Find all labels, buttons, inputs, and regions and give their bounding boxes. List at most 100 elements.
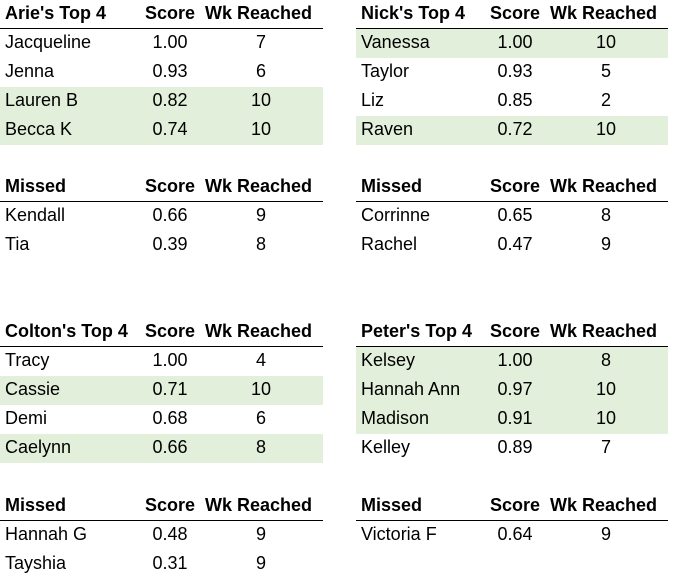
score-cell: 0.72 [497,119,532,139]
row-highlight [356,376,668,405]
header-cell: Wk Reached [550,495,657,515]
week-cell: 6 [256,408,266,428]
header-cell: Nick's Top 4 [361,3,465,23]
header-cell: Missed [361,495,422,515]
header-cell: Wk Reached [205,176,312,196]
header-cell: Score [145,495,195,515]
header-cell: Score [490,3,540,23]
name-cell: Liz [361,90,384,110]
header-cell: Wk Reached [205,321,312,341]
name-cell: Raven [361,119,413,139]
score-cell: 0.48 [152,524,187,544]
week-cell: 8 [256,437,266,457]
name-cell: Madison [361,408,429,428]
header-cell: Score [490,321,540,341]
row-highlight [356,405,668,434]
score-cell: 0.39 [152,234,187,254]
name-cell: Tia [5,234,30,254]
week-cell: 10 [596,408,616,428]
name-cell: Caelynn [5,437,71,457]
name-cell: Corrinne [361,205,430,225]
name-cell: Jacqueline [5,32,91,52]
score-cell: 0.74 [152,119,187,139]
score-cell: 0.85 [497,90,532,110]
week-cell: 7 [256,32,266,52]
header-cell: Missed [361,176,422,196]
name-cell: Victoria F [361,524,437,544]
score-cell: 0.89 [497,437,532,457]
name-cell: Kendall [5,205,65,225]
name-cell: Demi [5,408,47,428]
week-cell: 10 [251,90,271,110]
name-cell: Kelley [361,437,410,457]
name-cell: Hannah Ann [361,379,460,399]
week-cell: 2 [601,90,611,110]
week-cell: 8 [601,205,611,225]
header-cell: Score [145,3,195,23]
week-cell: 9 [256,524,266,544]
score-cell: 0.65 [497,205,532,225]
row-highlight [356,347,668,376]
name-cell: Vanessa [361,32,431,52]
week-cell: 10 [596,379,616,399]
header-cell: Score [490,495,540,515]
score-cell: 0.66 [152,205,187,225]
week-cell: 4 [256,350,266,370]
header-cell: Wk Reached [550,176,657,196]
week-cell: 10 [596,119,616,139]
header-cell: Score [145,321,195,341]
week-cell: 5 [601,61,611,81]
score-cell: 0.93 [497,61,532,81]
header-cell: Score [145,176,195,196]
score-cell: 0.64 [497,524,532,544]
header-cell: Wk Reached [205,495,312,515]
row-highlight [0,434,323,463]
score-cell: 0.91 [497,408,532,428]
header-cell: Score [490,176,540,196]
row-highlight [356,116,668,145]
score-cell: 1.00 [497,350,532,370]
name-cell: Tayshia [5,553,67,573]
week-cell: 10 [251,379,271,399]
name-cell: Taylor [361,61,409,81]
name-cell: Cassie [5,379,60,399]
week-cell: 10 [596,32,616,52]
week-cell: 9 [256,205,266,225]
header-cell: Wk Reached [550,321,657,341]
row-highlight [0,376,323,405]
name-cell: Jenna [5,61,55,81]
score-cell: 0.71 [152,379,187,399]
score-cell: 0.66 [152,437,187,457]
header-cell: Colton's Top 4 [5,321,128,341]
header-cell: Missed [5,495,66,515]
row-highlight [0,87,323,116]
header-cell: Arie's Top 4 [5,3,106,23]
week-cell: 10 [251,119,271,139]
score-cell: 0.68 [152,408,187,428]
header-cell: Wk Reached [205,3,312,23]
score-cell: 0.82 [152,90,187,110]
week-cell: 7 [601,437,611,457]
name-cell: Becca K [5,119,72,139]
week-cell: 8 [256,234,266,254]
row-highlight [0,116,323,145]
name-cell: Rachel [361,234,417,254]
name-cell: Tracy [5,350,49,370]
name-cell: Hannah G [5,524,87,544]
week-cell: 9 [601,234,611,254]
week-cell: 6 [256,61,266,81]
score-cell: 0.31 [152,553,187,573]
score-cell: 1.00 [152,32,187,52]
header-cell: Peter's Top 4 [361,321,472,341]
week-cell: 9 [601,524,611,544]
week-cell: 8 [601,350,611,370]
score-cell: 0.93 [152,61,187,81]
score-cell: 0.97 [497,379,532,399]
row-highlight [356,29,668,58]
name-cell: Kelsey [361,350,415,370]
name-cell: Lauren B [5,90,78,110]
score-cell: 1.00 [497,32,532,52]
score-cell: 0.47 [497,234,532,254]
header-cell: Missed [5,176,66,196]
